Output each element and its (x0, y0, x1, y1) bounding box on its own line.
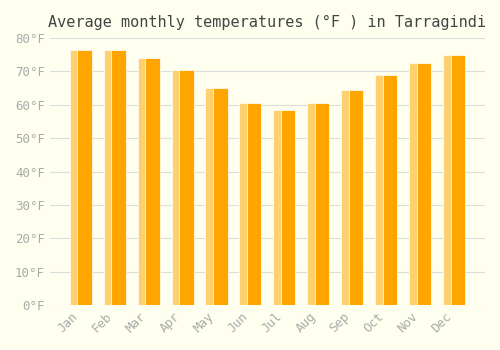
Bar (409, 63, 417, 305)
Bar (375, 75, 398, 305)
Bar (409, 63, 432, 305)
Bar (138, 58, 160, 305)
Bar (308, 103, 315, 305)
Bar (274, 110, 281, 305)
Bar (138, 58, 145, 305)
Bar (104, 50, 112, 305)
Bar (206, 88, 213, 305)
Bar (443, 55, 451, 305)
Bar (206, 88, 228, 305)
Bar (342, 90, 363, 305)
Bar (240, 103, 262, 305)
Bar (240, 103, 247, 305)
Title: Average monthly temperatures (°F ) in Tarragindi: Average monthly temperatures (°F ) in Ta… (48, 15, 486, 30)
Bar (70, 50, 92, 305)
Bar (443, 55, 465, 305)
Bar (308, 103, 330, 305)
Bar (342, 90, 349, 305)
Bar (172, 70, 179, 305)
Bar (274, 110, 295, 305)
Bar (172, 70, 194, 305)
Bar (70, 50, 78, 305)
Bar (104, 50, 126, 305)
Bar (375, 75, 383, 305)
